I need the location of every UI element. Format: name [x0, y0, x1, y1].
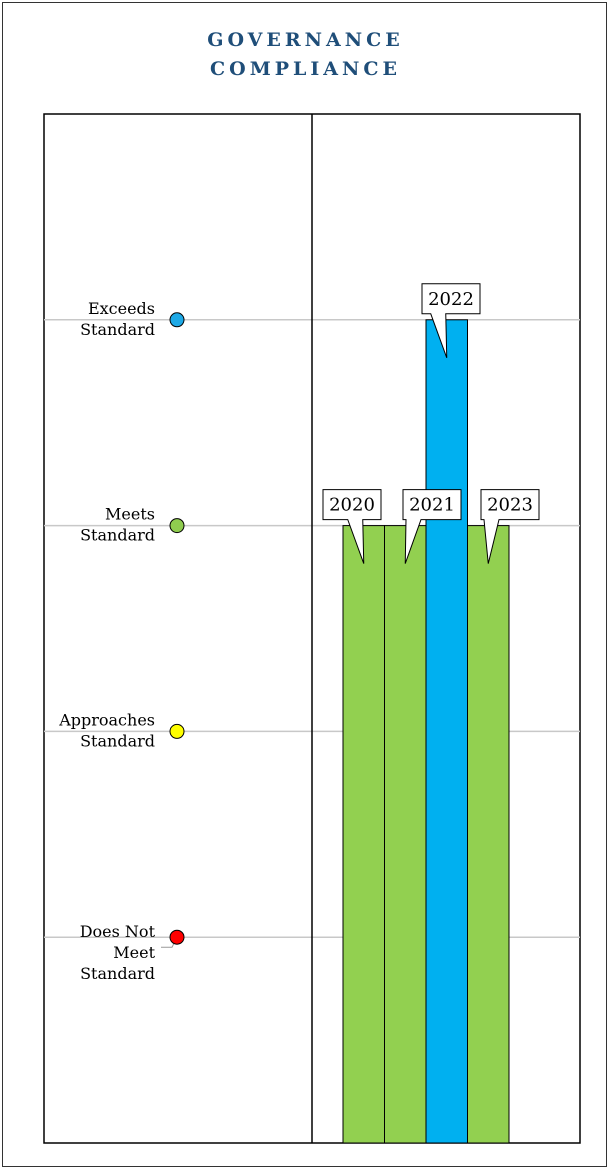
level-dot — [170, 724, 184, 738]
callout-label-2023: 2023 — [487, 495, 533, 516]
level-label: Standard — [80, 320, 155, 339]
callout-label-2021: 2021 — [409, 495, 455, 516]
callout-label-2020: 2020 — [329, 495, 375, 516]
bar-2020 — [343, 526, 385, 1143]
bar-2022 — [426, 320, 468, 1143]
callout-label-2022: 2022 — [428, 289, 474, 310]
level-label: Standard — [80, 731, 155, 750]
level-dot — [170, 519, 184, 533]
level-label: Standard — [80, 526, 155, 545]
level-label: Standard — [80, 964, 155, 983]
level-label: Does Not — [80, 922, 156, 941]
bar-2021 — [385, 526, 427, 1143]
level-label: Exceeds — [88, 299, 155, 318]
level-dot — [170, 930, 184, 944]
level-label: Approaches — [58, 710, 155, 729]
level-label: Meets — [105, 505, 155, 524]
bar-2023 — [468, 526, 510, 1143]
level-label: Meet — [113, 943, 155, 962]
level-dot — [170, 313, 184, 327]
